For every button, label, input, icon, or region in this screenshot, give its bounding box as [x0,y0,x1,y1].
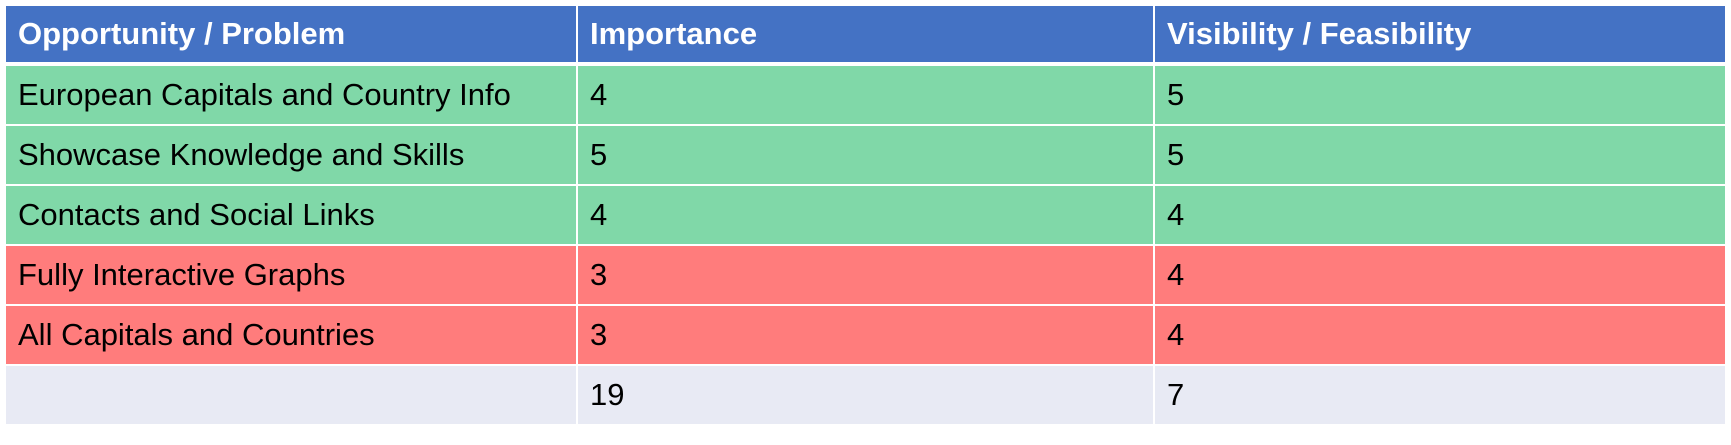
importance-cell: 3 [578,246,1155,306]
opportunity-cell: Fully Interactive Graphs [6,246,578,306]
visibility-cell: 5 [1155,126,1725,186]
visibility-total-cell: 7 [1155,366,1725,426]
opportunity-cell: Showcase Knowledge and Skills [6,126,578,186]
visibility-cell: 4 [1155,306,1725,366]
visibility-cell: 5 [1155,66,1725,126]
visibility-cell: 4 [1155,186,1725,246]
totals-label-cell [6,366,578,426]
opportunity-cell: Contacts and Social Links [6,186,578,246]
opportunity-cell: All Capitals and Countries [6,306,578,366]
importance-total-cell: 19 [578,366,1155,426]
header-opportunity-problem: Opportunity / Problem [6,6,578,66]
importance-cell: 5 [578,126,1155,186]
visibility-cell: 4 [1155,246,1725,306]
importance-cell: 3 [578,306,1155,366]
opportunity-cell: European Capitals and Country Info [6,66,578,126]
importance-cell: 4 [578,66,1155,126]
prioritization-table: Opportunity / Problem Importance Visibil… [6,6,1725,426]
header-visibility-feasibility: Visibility / Feasibility [1155,6,1725,66]
header-importance: Importance [578,6,1155,66]
importance-cell: 4 [578,186,1155,246]
